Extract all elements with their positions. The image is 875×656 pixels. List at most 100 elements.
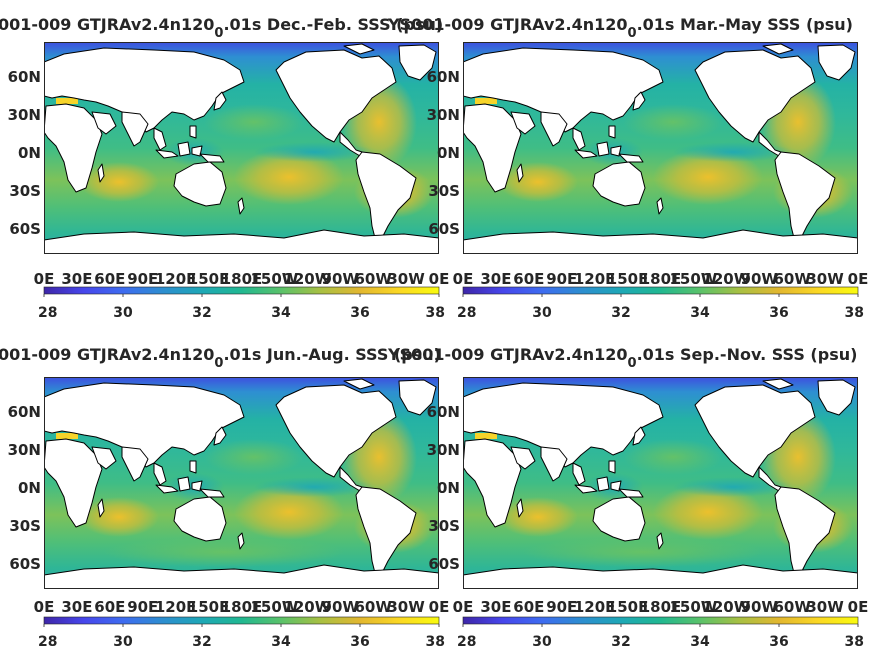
x-tick-label: 30E <box>480 598 511 616</box>
colorbar-tick-label: 36 <box>350 634 369 650</box>
y-tick-label: 30S <box>9 517 41 535</box>
map-area <box>44 42 439 254</box>
panel-title: YS001-009 GTJRAv2.4n1200.01s Sep.-Nov. S… <box>387 345 857 371</box>
x-tick-label: 150W <box>250 598 298 616</box>
colorbar-tick-label: 36 <box>769 634 788 650</box>
map-area <box>463 377 858 589</box>
x-tick-label: 30W <box>387 270 425 288</box>
x-tick-label: 30E <box>61 598 92 616</box>
colorbar: 28 30 32 34 36 38 <box>38 286 445 321</box>
x-tick-label: 180E <box>221 598 263 616</box>
x-tick-label: 120E <box>574 270 616 288</box>
x-tick-label: 120E <box>155 598 197 616</box>
y-tick-label: 30S <box>428 182 460 200</box>
map-area <box>44 377 439 589</box>
colorbar-tick-label: 36 <box>769 305 788 321</box>
y-tick-label: 60N <box>427 403 460 421</box>
x-tick-label: 120W <box>283 270 331 288</box>
x-tick-label: 60W <box>773 270 811 288</box>
x-tick-label: 0E <box>848 598 869 616</box>
y-tick-label: 60N <box>427 68 460 86</box>
x-tick-label: 0E <box>453 598 474 616</box>
colorbar-tick-label: 34 <box>690 634 710 650</box>
x-tick-label: 150E <box>188 598 230 616</box>
map-frame <box>44 377 439 589</box>
y-tick-label: 30N <box>427 106 460 124</box>
colorbar-tick-label: 34 <box>690 305 710 321</box>
x-tick-label: 30W <box>387 598 425 616</box>
panel-title: 001-009 GTJRAv2.4n1200.01s Dec.-Feb. SSS… <box>0 15 443 41</box>
y-tick-label: 0N <box>437 144 460 162</box>
colorbar-tick-label: 38 <box>426 305 445 321</box>
map-frame <box>463 377 858 589</box>
x-tick-label: 60E <box>94 270 125 288</box>
y-tick-label: 0N <box>18 479 41 497</box>
x-tick-label: 120E <box>155 270 197 288</box>
map-panel-son: YS001-009 GTJRAv2.4n1200.01s Sep.-Nov. S… <box>387 345 868 650</box>
x-tick-label: 120W <box>702 270 750 288</box>
colorbar-tick-label: 34 <box>271 634 291 650</box>
map-frame <box>463 42 858 254</box>
y-tick-label: 0N <box>18 144 41 162</box>
colorbar: 28 30 32 34 36 38 <box>457 286 864 321</box>
panel-title: 001-009 GTJRAv2.4n1200.01s Jun.-Aug. SSS… <box>0 345 441 371</box>
x-tick-label: 120W <box>702 598 750 616</box>
x-tick-label: 90E <box>546 598 577 616</box>
y-tick-label: 30N <box>8 106 41 124</box>
colorbar-tick-label: 30 <box>532 634 552 650</box>
x-tick-label: 0E <box>34 270 55 288</box>
x-tick-label: 180E <box>640 598 682 616</box>
map-panel-mam: YS001-009 GTJRAv2.4n1200.01s Mar.-May SS… <box>387 15 868 321</box>
colorbar-tick-label: 38 <box>845 305 864 321</box>
x-tick-label: 150W <box>669 598 717 616</box>
y-tick-label: 0N <box>437 479 460 497</box>
y-tick-label: 30N <box>8 441 41 459</box>
y-tick-label: 60S <box>9 220 41 238</box>
y-tick-label: 60S <box>428 220 460 238</box>
x-tick-label: 0E <box>848 270 869 288</box>
x-tick-label: 30E <box>61 270 92 288</box>
colorbar-tick-label: 28 <box>457 305 476 321</box>
colorbar-tick-label: 28 <box>38 305 57 321</box>
map-frame <box>44 42 439 254</box>
colorbar-tick-label: 36 <box>350 305 369 321</box>
x-tick-label: 180E <box>640 270 682 288</box>
x-tick-label: 0E <box>34 598 55 616</box>
x-tick-label: 60W <box>354 270 392 288</box>
x-tick-label: 60E <box>513 270 544 288</box>
y-tick-label: 60S <box>428 555 460 573</box>
x-tick-label: 150W <box>669 270 717 288</box>
x-tick-label: 90W <box>741 598 779 616</box>
x-tick-label: 0E <box>453 270 474 288</box>
colorbar-tick-label: 32 <box>192 305 211 321</box>
mediterranean <box>56 98 78 104</box>
panel-title: YS001-009 GTJRAv2.4n1200.01s Mar.-May SS… <box>387 15 853 41</box>
x-tick-label: 150E <box>188 270 230 288</box>
y-tick-label: 30S <box>428 517 460 535</box>
map-panel-jja: 001-009 GTJRAv2.4n1200.01s Jun.-Aug. SSS… <box>0 345 449 650</box>
colorbar-tick-label: 28 <box>457 634 476 650</box>
colorbar-tick-label: 34 <box>271 305 291 321</box>
colorbar-tick-label: 28 <box>38 634 57 650</box>
x-tick-label: 90W <box>322 270 360 288</box>
x-tick-label: 0E <box>429 270 450 288</box>
x-tick-label: 90E <box>127 598 158 616</box>
x-tick-label: 150E <box>607 270 649 288</box>
y-tick-label: 60N <box>8 403 41 421</box>
x-tick-label: 90W <box>322 598 360 616</box>
x-tick-label: 150W <box>250 270 298 288</box>
colorbar: 28 30 32 34 36 38 <box>457 616 864 650</box>
colorbar-tick-label: 38 <box>426 634 445 650</box>
colorbar: 28 30 32 34 36 38 <box>38 616 445 650</box>
x-tick-label: 150E <box>607 598 649 616</box>
y-tick-label: 60N <box>8 68 41 86</box>
x-tick-label: 180E <box>221 270 263 288</box>
x-tick-label: 120W <box>283 598 331 616</box>
x-tick-label: 30W <box>806 598 844 616</box>
mediterranean <box>475 98 497 104</box>
x-tick-label: 120E <box>574 598 616 616</box>
y-tick-label: 30S <box>9 182 41 200</box>
colorbar-tick-label: 32 <box>611 305 630 321</box>
x-tick-label: 0E <box>429 598 450 616</box>
